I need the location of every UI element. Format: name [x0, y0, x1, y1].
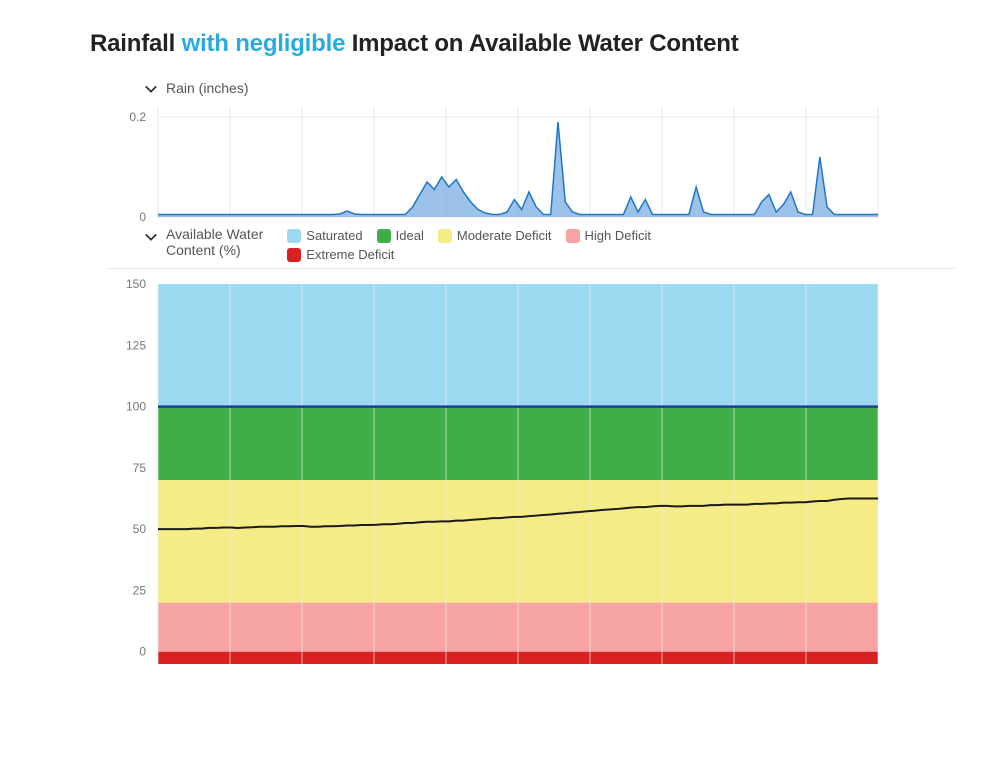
- legend-item: Ideal: [377, 228, 424, 243]
- awc-legend: Saturated Ideal Moderate Deficit High Defic…: [287, 228, 767, 262]
- legend-item: Moderate Deficit: [438, 228, 552, 243]
- legend-label: Moderate Deficit: [457, 228, 552, 243]
- chevron-down-icon: [144, 82, 158, 96]
- awc-chart: 0 25 50 75 100 125 150: [108, 279, 888, 669]
- legend-item: Extreme Deficit: [287, 247, 394, 262]
- awc-ytick-label: 100: [126, 400, 146, 414]
- rain-ytick-label: 0: [139, 210, 146, 222]
- awc-ytick-label: 50: [133, 522, 147, 536]
- legend-swatch: [377, 229, 391, 243]
- awc-chart-label-line2: Content (%): [166, 242, 263, 258]
- legend-label: High Deficit: [585, 228, 651, 243]
- legend-swatch: [287, 229, 301, 243]
- rain-chart-label: Rain (inches): [166, 80, 248, 96]
- rain-ytick-label: 0.2: [129, 110, 146, 124]
- awc-chart-header[interactable]: Available Water Content (%) Saturated Ide…: [144, 226, 955, 262]
- awc-chart-label-line1: Available Water: [166, 226, 263, 242]
- rain-chart: 00.2: [108, 102, 888, 222]
- awc-ytick-label: 25: [133, 583, 147, 597]
- legend-swatch: [287, 248, 301, 262]
- awc-ytick-label: 75: [133, 461, 147, 475]
- legend-label: Extreme Deficit: [306, 247, 394, 262]
- awc-ytick-label: 125: [126, 338, 146, 352]
- legend-item: Saturated: [287, 228, 362, 243]
- awc-ytick-label: 0: [139, 645, 146, 659]
- page-title: Rainfall with negligible Impact on Avail…: [90, 30, 955, 58]
- rain-chart-header[interactable]: Rain (inches): [144, 80, 955, 96]
- title-highlight: with negligible: [182, 30, 346, 57]
- title-suffix: Impact on Available Water Content: [345, 30, 738, 57]
- legend-item: High Deficit: [566, 228, 651, 243]
- awc-ytick-label: 150: [126, 279, 146, 291]
- divider: [108, 268, 955, 269]
- title-prefix: Rainfall: [90, 30, 182, 57]
- chevron-down-icon: [144, 230, 158, 244]
- legend-label: Saturated: [306, 228, 362, 243]
- legend-label: Ideal: [396, 228, 424, 243]
- legend-swatch: [566, 229, 580, 243]
- legend-swatch: [438, 229, 452, 243]
